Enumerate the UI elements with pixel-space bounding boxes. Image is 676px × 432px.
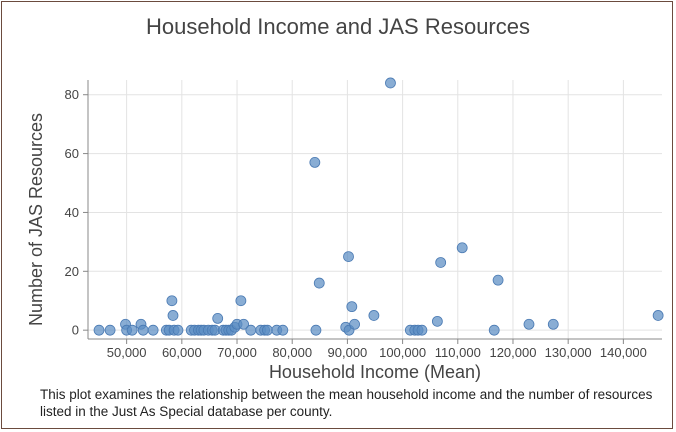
y-tick-label: 80 [65,87,79,102]
scatter-point [93,324,105,336]
y-tick-label: 40 [65,205,79,220]
x-gridlines [126,80,624,339]
x-tick-label: 60,000 [162,345,202,360]
scatter-point [104,324,116,336]
x-tick-label: 50,000 [107,345,147,360]
scatter-point [137,324,149,336]
scatter-point [126,324,138,336]
x-axis-ticks: 50,000 60,000 70,000 80,000 90,000 100,000 110… [107,339,647,360]
scatter-point [313,277,325,289]
scatter-point [310,324,322,336]
x-tick-label: 80,000 [272,345,312,360]
scatter-point [235,295,247,307]
scatter-point [431,315,443,327]
scatter-point [349,318,360,330]
x-tick-label: 100,000 [379,345,426,360]
x-tick-label: 120,000 [489,345,536,360]
scatter-point [277,324,289,336]
scatter-point [261,324,273,336]
chart-caption: This plot examines the relationship betw… [40,387,653,419]
y-axis-ticks: 0 20 40 60 80 [65,87,88,338]
scatter-point [488,324,500,336]
scatter-point [456,242,468,254]
scatter-point [385,77,396,89]
scatter-point [309,157,321,168]
chart-title: Household Income and JAS Resources [146,14,530,39]
scatter-point [652,310,664,321]
data-points [93,77,664,336]
scatter-point [172,324,184,336]
scatter-point [368,310,380,321]
scatter-point [343,251,354,262]
x-tick-label: 70,000 [217,345,257,360]
scatter-point [547,318,559,330]
scatter-point [238,318,250,330]
scatter-point [245,324,257,336]
scatter-point [416,324,428,336]
scatter-point [346,301,358,313]
x-tick-label: 90,000 [328,345,368,360]
y-gridlines [88,94,662,331]
y-tick-label: 20 [65,264,79,279]
scatter-point [166,295,178,307]
x-tick-label: 130,000 [545,345,592,360]
scatter-point [523,318,535,330]
scatter-point [212,312,224,324]
x-tick-label: 110,000 [435,345,481,360]
scatter-point [435,257,447,268]
y-tick-label: 60 [65,146,79,161]
x-tick-label: 140,000 [600,345,647,360]
x-axis-label: Household Income (Mean) [269,362,481,382]
scatter-point [492,274,504,286]
scatter-point [167,310,179,321]
y-tick-label: 0 [72,323,79,338]
scatter-point [147,324,159,336]
y-axis-label: Number of JAS Resources [26,113,46,326]
